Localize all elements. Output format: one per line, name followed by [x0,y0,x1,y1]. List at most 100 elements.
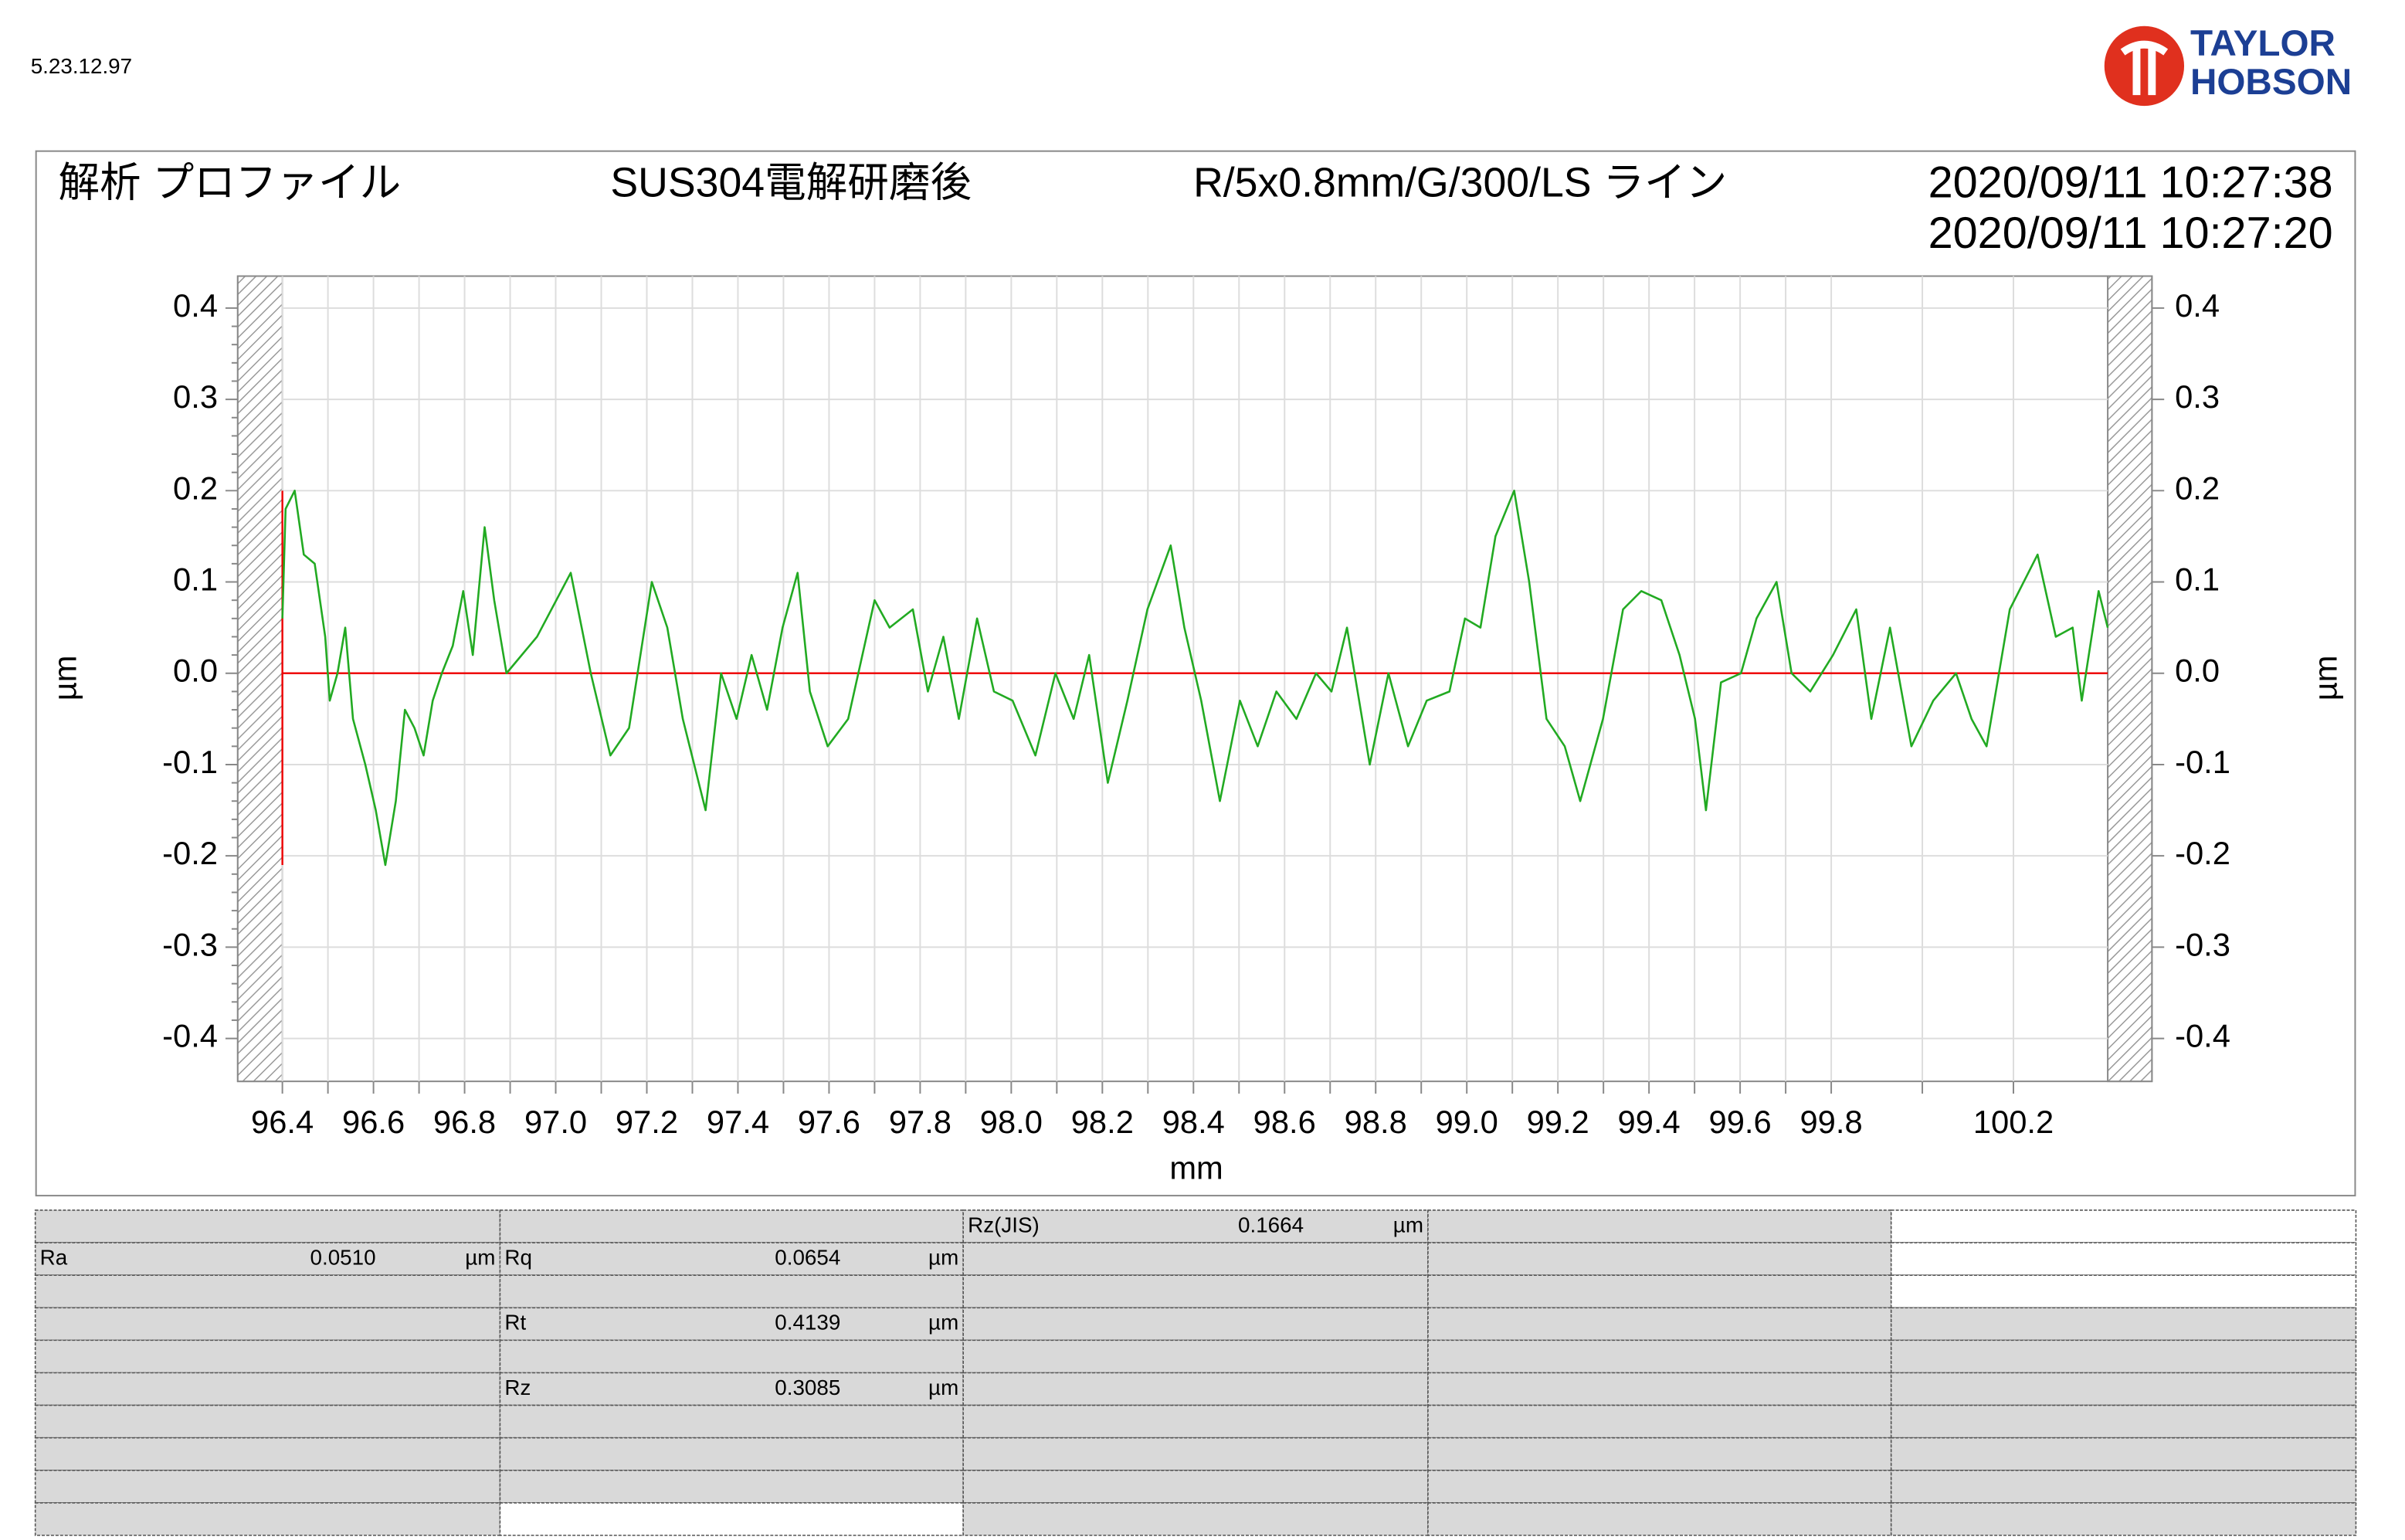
y-tick-label: 0.1 [173,561,218,598]
table-cell [962,1209,1429,1243]
x-tick-label: 98.2 [1071,1104,1134,1140]
x-tick-label: 98.4 [1162,1104,1225,1140]
y2-tick-label: 0.2 [2175,470,2220,506]
table-cell [34,1339,501,1374]
y2-tick-label: -0.4 [2175,1018,2230,1054]
table-cell [34,1372,501,1406]
x-tick-label: 99.2 [1527,1104,1589,1140]
table-cell [34,1209,501,1243]
param-name: Rz [504,1375,531,1399]
table-cell [1427,1437,1892,1471]
y2-tick-label: -0.2 [2175,835,2230,871]
x-tick-label: 96.6 [342,1104,405,1140]
x-tick-label: 98.8 [1345,1104,1407,1140]
analysis-title: 解析 プロファイル [58,160,401,206]
date: 2020/09/11 10:27:20 [1928,209,2333,258]
table-cell [1427,1404,1892,1439]
table-cell [962,1502,1429,1536]
x-tick-label: 97.2 [616,1104,678,1140]
logo-text: HOBSON [2190,62,2352,103]
table-cell [1427,1339,1892,1374]
x-tick-label: 98.0 [980,1104,1043,1140]
hatch [236,275,283,1083]
table-cell [499,1274,964,1309]
y-tick-label: 0.4 [173,287,218,324]
param-value: 0.4139 [775,1311,840,1335]
table-cell [499,1307,964,1342]
y2-tick-label: 0.1 [2175,561,2220,598]
x-axis-label: mm [1169,1149,1223,1186]
x-tick-label: 97.0 [524,1104,587,1140]
table-cell [34,1404,501,1439]
y-tick-label: 0.3 [173,378,218,415]
logo-circle [2104,25,2185,107]
table-cell [962,1307,1429,1342]
conditions: R/5x0.8mm/G/300/LS ライン [1193,160,1727,206]
table-cell [34,1242,501,1276]
table-cell [1890,1274,2357,1309]
param-unit: µm [928,1311,958,1335]
table-cell [962,1372,1429,1406]
date: 2020/09/11 10:27:38 [1928,158,2333,208]
table-cell [1427,1469,1892,1504]
x-tick-label: 97.6 [798,1104,860,1140]
x-tick-label: 96.8 [433,1104,496,1140]
param-value: 0.1664 [1238,1213,1304,1236]
table-cell [1890,1502,2357,1536]
table-cell [1427,1372,1892,1406]
table-cell [499,1339,964,1374]
table-cell [962,1339,1429,1374]
x-tick-label: 99.0 [1436,1104,1498,1140]
table-cell [1890,1242,2357,1276]
param-value: 0.3085 [775,1375,840,1399]
table-cell [499,1502,964,1536]
x-tick-label: 99.4 [1618,1104,1681,1140]
param-value: 0.0510 [310,1245,376,1269]
param-name: Rt [504,1311,526,1335]
table-cell [1890,1404,2357,1439]
table-cell [499,1404,964,1439]
sample-title: SUS304電解研磨後 [610,160,972,206]
table-cell [499,1372,964,1406]
y-tick-label: -0.4 [162,1018,218,1054]
x-tick-label: 96.4 [251,1104,314,1140]
y-tick-label: -0.1 [162,744,218,780]
x-tick-label: 99.8 [1800,1104,1863,1140]
y-axis-label: µm [46,655,83,700]
table-cell [1890,1209,2357,1243]
table-cell [962,1404,1429,1439]
table-cell [1890,1437,2357,1471]
table-cell [1890,1339,2357,1374]
table-cell [962,1274,1429,1309]
logo-symbol [2120,40,2169,96]
y2-tick-label: 0.3 [2175,378,2220,415]
y-tick-label: -0.3 [162,926,218,962]
logo: TAYLOR HOBSON [2104,23,2352,107]
x-tick-label: 100.2 [1973,1104,2054,1140]
table-cell [962,1242,1429,1276]
plot-area [236,275,2153,1083]
y-tick-label: 0.2 [173,470,218,506]
table-cell [1890,1469,2357,1504]
table-cell [34,1437,501,1471]
x-tick-label: 97.8 [889,1104,951,1140]
param-name: Rq [504,1245,532,1269]
hatch [2107,275,2153,1083]
param-name: Ra [40,1245,68,1269]
y2-tick-label: 0.0 [2175,653,2220,689]
table-cell [499,1242,964,1276]
param-unit: µm [465,1245,495,1269]
table-cell [1427,1274,1892,1309]
y2-axis-label: µm [2308,655,2344,700]
table-cell [34,1274,501,1309]
table-cell [962,1437,1429,1471]
table-cell [34,1469,501,1504]
x-tick-label: 97.4 [707,1104,769,1140]
profile-line [281,490,2109,867]
table-cell [1427,1209,1892,1243]
table-cell [962,1469,1429,1504]
y-tick-label: 0.0 [173,653,218,689]
y2-tick-label: 0.4 [2175,287,2220,324]
